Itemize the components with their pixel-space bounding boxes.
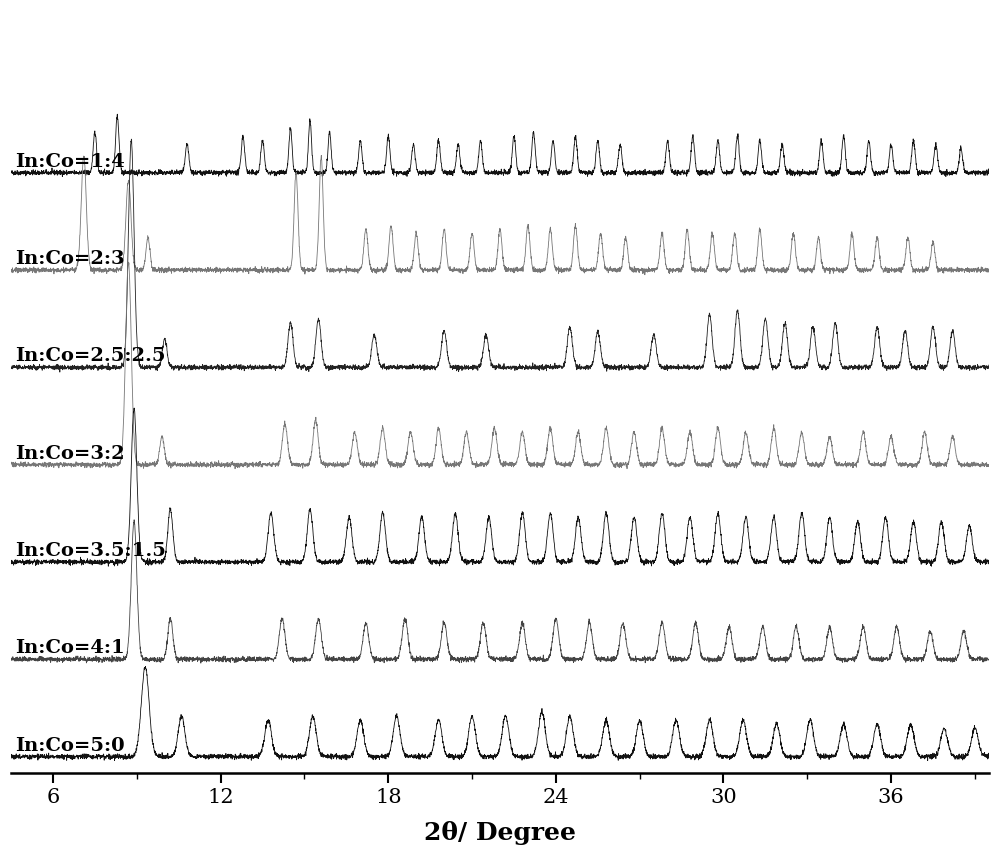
- Text: In:Co=3.5:1.5: In:Co=3.5:1.5: [15, 542, 166, 560]
- Text: In:Co=1:4: In:Co=1:4: [15, 153, 125, 171]
- Text: In:Co=5:0: In:Co=5:0: [15, 737, 125, 755]
- Text: In:Co=4:1: In:Co=4:1: [15, 639, 125, 657]
- Text: In:Co=3:2: In:Co=3:2: [15, 445, 125, 463]
- Text: In:Co=2:3: In:Co=2:3: [15, 250, 125, 268]
- Text: In:Co=2.5:2.5: In:Co=2.5:2.5: [15, 348, 166, 366]
- X-axis label: 2θ/ Degree: 2θ/ Degree: [424, 821, 576, 845]
